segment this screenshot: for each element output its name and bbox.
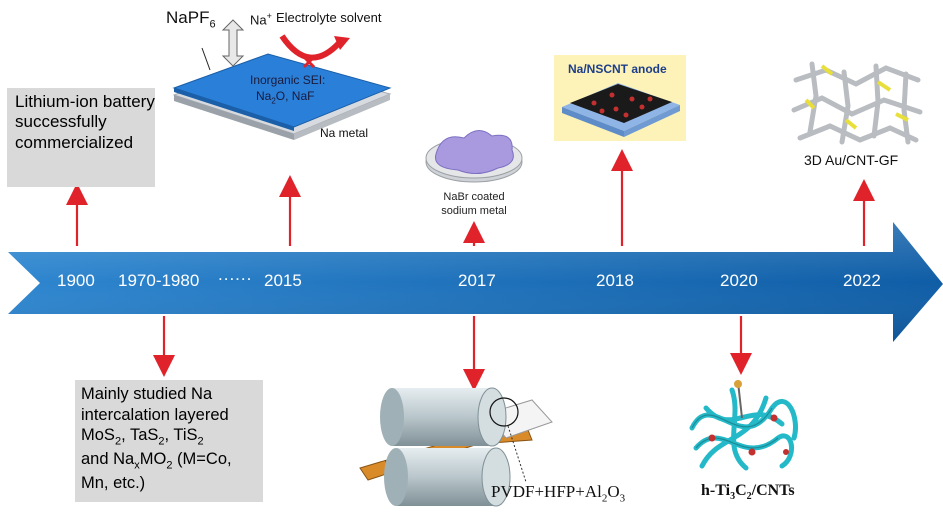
mxene-cnt-image [689,380,798,471]
nscnt-illustration [562,83,680,137]
year-2022: 2022 [843,271,881,290]
nabr-caption: NaBr coated sodium metal [441,191,507,217]
lib-commercialized-text: Lithium-ion battery successfully commerc… [15,92,155,152]
au-cnt-gf-image [791,61,923,145]
layered-line2: intercalation layered [81,405,229,424]
layered-line5: Mn, etc.) [81,474,146,493]
napf6-label: NaPF6 [166,8,216,31]
nabr-disc-image [425,130,523,183]
au-cnt-gf-label: 3D Au/CNT-GF [804,152,899,168]
year-1900: 1900 [57,271,95,290]
year-2018: 2018 [596,271,634,290]
year-2017: 2017 [458,271,496,290]
year-2020: 2020 [720,271,758,290]
na-metal-label: Na metal [320,126,369,140]
electrolyte-solvent-label: Electrolyte solvent [276,10,382,25]
year-2015: 2015 [264,271,302,290]
na-ion-label: Na+ [250,11,272,28]
sei-panel: NaPF6 Na+ Electrolyte solvent Inorganic … [164,0,392,146]
year-1970-1980: 1970-1980 [118,271,200,290]
layered-line3: MoS2, TaS2, TiS2 [81,426,204,448]
layered-line1: Mainly studied Na [81,385,213,403]
layered-materials-box: Mainly studied Na intercalation layered … [75,380,263,502]
lib-commercialized-box: Lithium-ion battery successfully commerc… [7,88,155,187]
mxene-caption: h-Ti3C2/CNTs [701,482,795,503]
sei-composition: Na2O, NaF [256,89,315,106]
roller-caption: PVDF+HFP+Al2O3 [491,482,626,505]
inorganic-sei-label: Inorganic SEI: [250,73,326,87]
nscnt-label: Na/NSCNT anode [568,62,667,76]
nscnt-panel: Na/NSCNT anode [554,55,686,141]
layered-line4: and NaxMO2 (M=Co, [81,450,232,472]
sei-illustration [172,19,392,140]
year-ellipsis: ...... [218,265,253,284]
roller-press-image: F-CPL [359,387,553,507]
